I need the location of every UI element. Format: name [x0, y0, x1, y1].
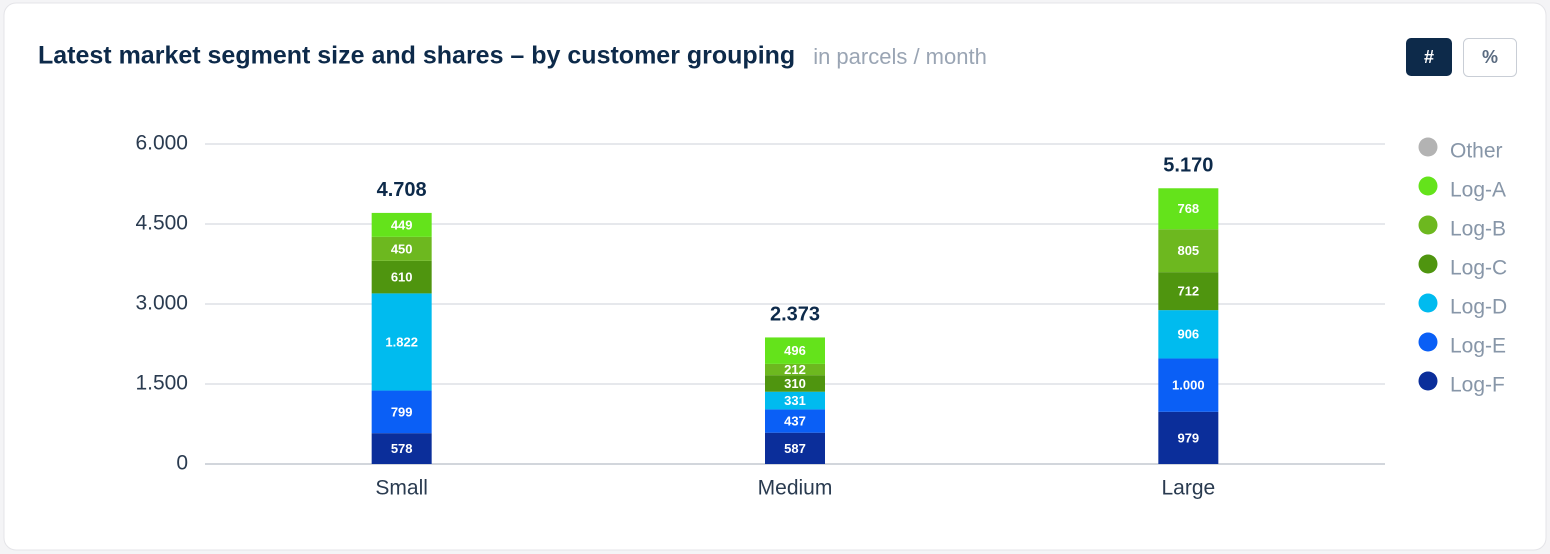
card [3, 2, 1547, 551]
legend-swatch [1418, 332, 1438, 352]
value-label: 1.000 [1172, 378, 1205, 393]
total-label: 2.373 [770, 304, 820, 326]
value-label: 906 [1177, 327, 1199, 342]
bar-segment [765, 432, 825, 464]
chart-title: Latest market segment size and shares – … [38, 42, 795, 70]
bar-segment [1158, 229, 1219, 273]
legend-item: Other [1418, 137, 1503, 163]
value-label: 768 [1177, 201, 1199, 216]
legend-swatch [1418, 176, 1438, 196]
bar-segment [765, 337, 825, 364]
legend-label: Log-A [1450, 179, 1506, 202]
bar-segment [765, 391, 825, 410]
x-tick-label: Medium [758, 477, 833, 500]
legend-label: Log-E [1450, 335, 1506, 358]
bar-segment [371, 293, 432, 391]
value-label: 799 [391, 404, 413, 419]
bar-segment [765, 375, 825, 392]
x-tick-label: Small [375, 477, 428, 500]
legend-label: Log-F [1450, 374, 1505, 397]
legend-item: Log-D [1418, 293, 1507, 319]
legend-item: Log-A [1418, 176, 1506, 202]
bar-segment [1158, 272, 1219, 311]
legend-item: Log-C [1418, 254, 1507, 280]
y-tick-label: 6.000 [135, 132, 188, 155]
value-label: 610 [391, 270, 413, 285]
chart-subtitle: in parcels / month [813, 44, 987, 69]
count-button[interactable]: # [1406, 38, 1452, 76]
x-tick-label: Large [1161, 477, 1215, 500]
legend-label: Log-B [1450, 218, 1506, 241]
legend-item: Log-F [1418, 371, 1505, 397]
value-label: 805 [1177, 243, 1199, 258]
bar-segment [371, 236, 432, 261]
legend-item: Log-B [1418, 215, 1506, 241]
value-label: 1.822 [385, 334, 418, 349]
button-bg[interactable] [1406, 38, 1452, 76]
bar-segment [765, 409, 825, 433]
legend-swatch [1418, 254, 1438, 274]
bar-segment [1158, 188, 1219, 230]
value-label: 578 [391, 441, 413, 456]
value-label: 450 [391, 241, 413, 256]
value-label: 979 [1177, 430, 1199, 445]
legend-label: Log-C [1450, 257, 1507, 280]
legend-label: Log-D [1450, 296, 1507, 319]
value-label: 437 [784, 413, 806, 428]
y-tick-label: 3.000 [135, 292, 188, 315]
value-label: 712 [1177, 284, 1199, 299]
bar-segment [765, 363, 825, 376]
bar-segment [371, 212, 432, 237]
button-label[interactable]: # [1424, 47, 1434, 67]
bar-segment [371, 260, 432, 294]
value-label: 212 [784, 362, 806, 377]
legend-swatch [1418, 371, 1438, 391]
total-label: 5.170 [1163, 155, 1213, 177]
legend-swatch [1418, 215, 1438, 235]
y-tick-label: 1.500 [135, 372, 188, 395]
button-bg[interactable] [1463, 38, 1517, 77]
value-label: 449 [391, 217, 413, 232]
button-label[interactable]: % [1482, 47, 1498, 67]
legend-item: Log-E [1418, 332, 1506, 358]
value-label: 331 [784, 393, 806, 408]
bar-segment [1158, 411, 1219, 464]
y-tick-label: 4.500 [135, 212, 188, 235]
value-label: 310 [784, 376, 806, 391]
y-tick-label: 0 [176, 452, 188, 475]
legend-swatch [1418, 137, 1438, 157]
total-label: 4.708 [377, 179, 427, 201]
percent-button[interactable]: % [1463, 38, 1517, 77]
value-label: 496 [784, 343, 806, 358]
bar-segment [371, 390, 432, 434]
bar-segment [1158, 310, 1219, 359]
value-label: 587 [784, 441, 806, 456]
bar-segment [371, 433, 432, 464]
legend-label: Other [1450, 140, 1503, 163]
legend-swatch [1418, 293, 1438, 313]
bar-segment [1158, 358, 1219, 412]
